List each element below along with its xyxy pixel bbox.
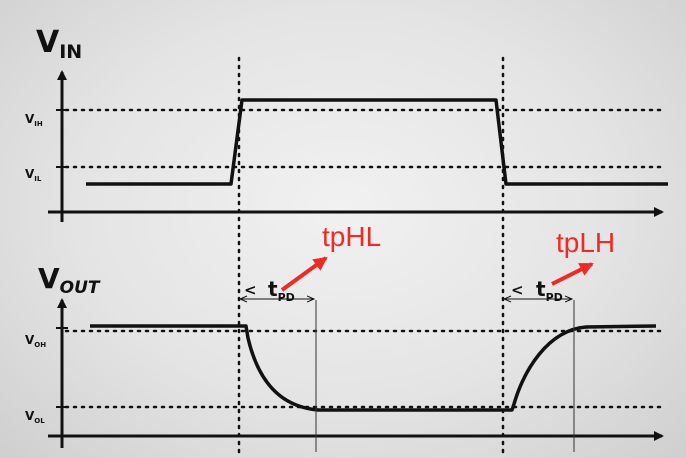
vout-vol-label: VOL: [25, 409, 45, 425]
vout-voh-label: VOH: [25, 333, 46, 349]
tphl-tpd-label: tPD: [268, 277, 295, 304]
vout-title: VOUT: [38, 262, 101, 298]
tphl-left-caret: <: [244, 281, 257, 299]
tplh-tpd-label: tPD: [536, 277, 563, 304]
delay-tphl: < tPD tpHL: [241, 221, 381, 304]
tplh-annotation: tpLH: [556, 227, 615, 258]
tphl-red-arrow: [280, 256, 328, 292]
vout-panel: VOUT VOH VOL: [25, 262, 664, 448]
delay-tplh: < tPD tpLH: [505, 227, 615, 304]
vin-vil-label: VIL: [25, 167, 42, 183]
vin-panel: VIN VIH VIL: [25, 25, 668, 222]
vout-waveform: [90, 324, 657, 412]
vin-waveform: [86, 98, 668, 186]
vin-title: VIN: [36, 25, 82, 63]
tplh-left-caret: <: [511, 281, 524, 299]
tphl-annotation: tpHL: [322, 221, 381, 252]
vin-vih-label: VIH: [25, 112, 43, 128]
tplh-red-arrow: [551, 262, 594, 286]
